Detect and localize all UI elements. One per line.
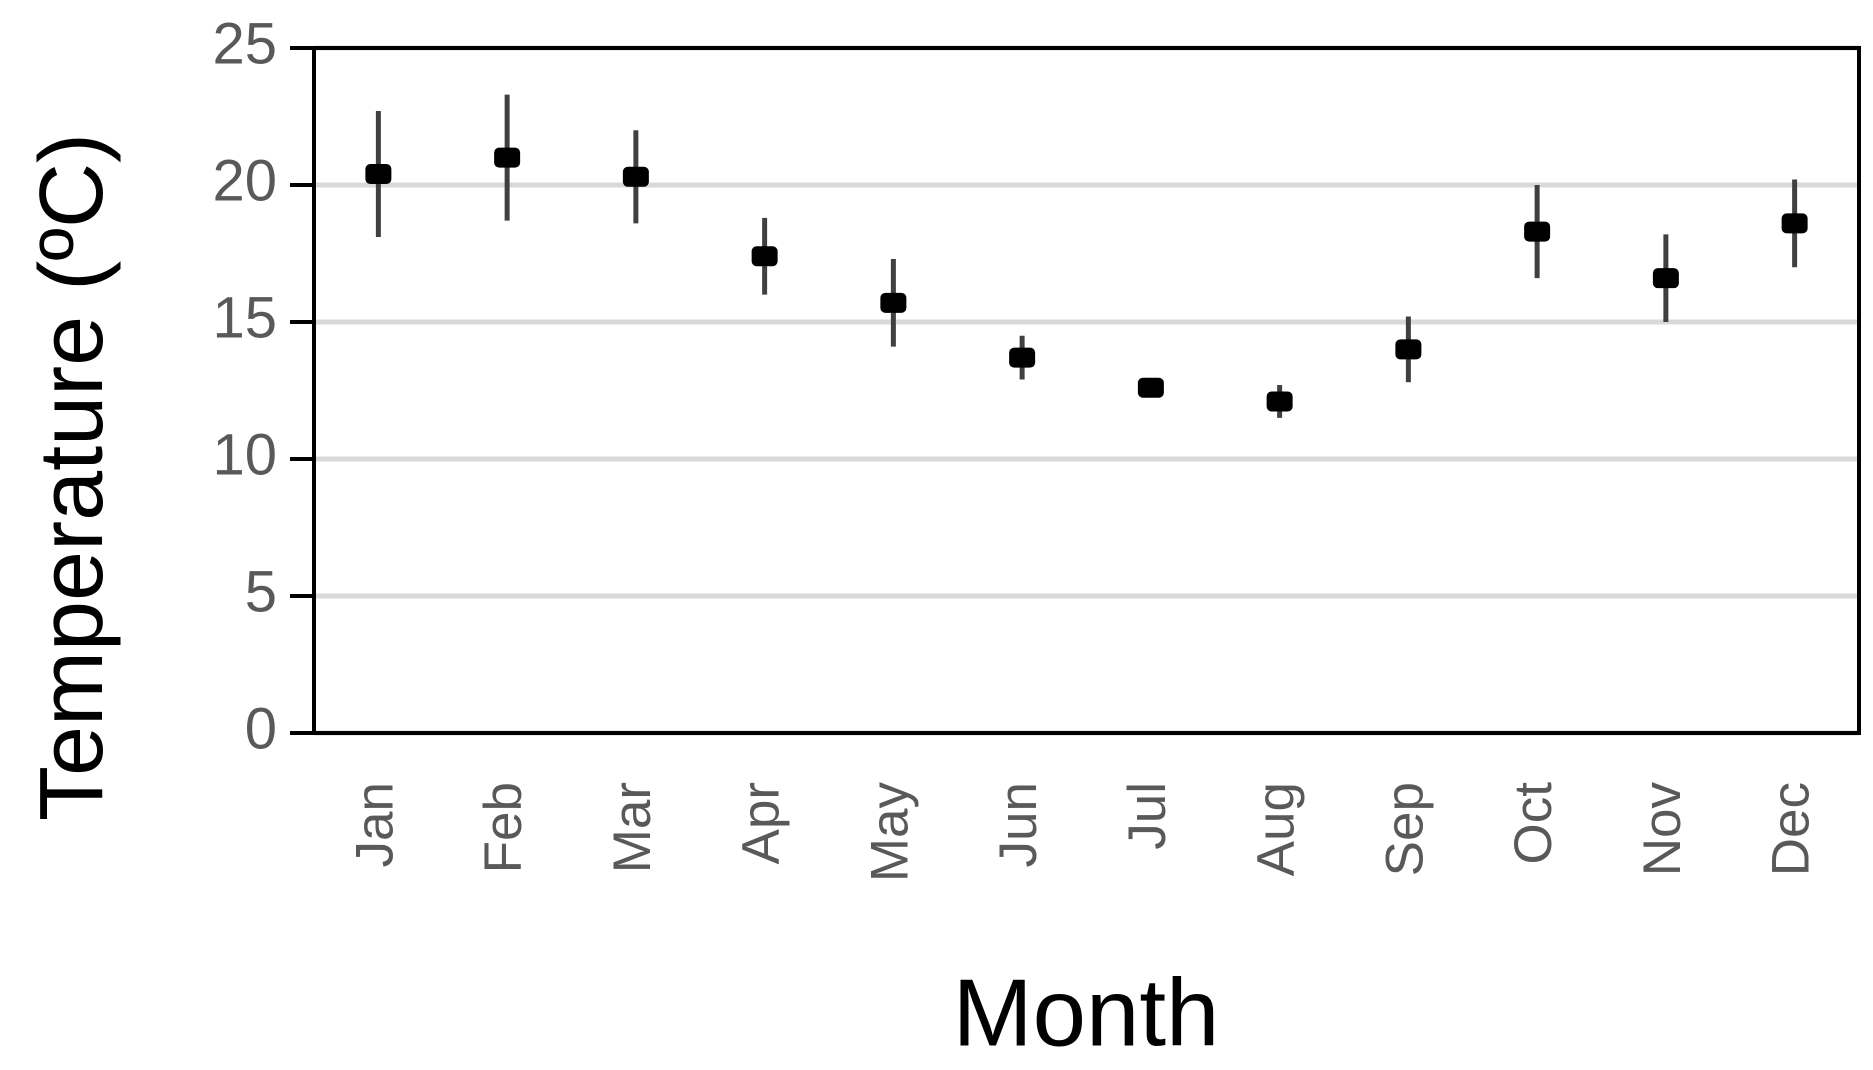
x-tick-label: May [860, 782, 919, 883]
point [751, 246, 778, 267]
x-tick-label: Apr [732, 782, 791, 864]
point [1781, 213, 1808, 234]
y-tick-label: 15 [212, 285, 277, 350]
x-tick-label: Dec [1762, 782, 1821, 876]
y-tick-label: 10 [212, 422, 277, 487]
y-tick-label: 20 [212, 148, 277, 213]
y-tick-label: 5 [245, 559, 277, 624]
y-tick-label: 25 [212, 11, 277, 76]
x-tick-label: Aug [1247, 782, 1306, 876]
x-tick-label: Oct [1504, 782, 1563, 865]
point [1395, 339, 1422, 360]
point [1652, 268, 1679, 289]
point [1266, 391, 1293, 412]
y-tick-label: 0 [245, 696, 277, 761]
y-axis-title: Temperature (ºC) [22, 133, 122, 821]
point [622, 166, 649, 187]
x-tick-label: Jan [345, 782, 404, 867]
point [1524, 221, 1551, 242]
x-tick-label: Mar [603, 782, 662, 873]
point [1137, 377, 1164, 398]
x-tick-label: Nov [1633, 782, 1692, 877]
x-tick-label: Sep [1375, 782, 1434, 876]
x-tick-label: Feb [474, 782, 533, 873]
x-tick-label: Jul [1118, 782, 1177, 850]
plot-frame [312, 46, 1861, 735]
point [365, 164, 392, 185]
x-tick-label: Jun [989, 782, 1048, 867]
x-axis-title: Month [953, 959, 1220, 1066]
point [1009, 347, 1036, 368]
point [880, 292, 907, 313]
point [494, 147, 521, 168]
